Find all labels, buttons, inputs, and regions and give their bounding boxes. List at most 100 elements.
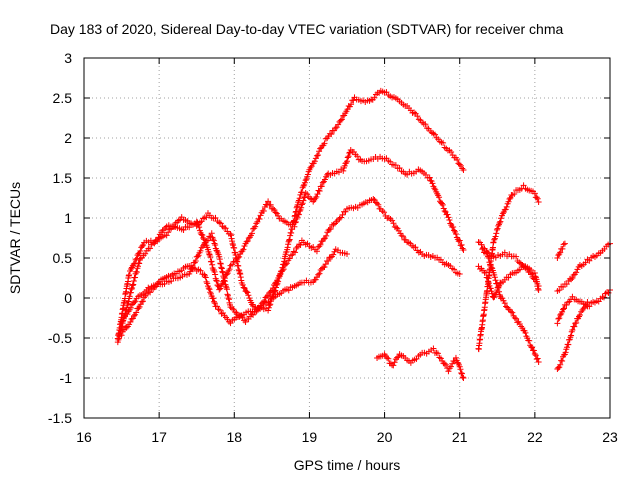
data-point-marker [560,305,567,312]
data-point-marker [565,341,572,348]
data-point-marker [230,242,237,249]
data-point-marker [132,298,139,305]
data-point-marker [129,284,136,291]
data-point-marker [511,314,518,321]
data-point-marker [218,264,225,271]
data-point-marker [204,237,211,244]
data-point-marker [192,258,199,265]
data-point-marker [456,271,463,277]
data-point-marker [220,274,227,281]
data-point-marker [555,315,562,322]
data-point-marker [119,323,126,330]
data-point-marker [212,214,219,221]
data-point-marker [213,277,220,284]
data-point-marker [495,284,502,291]
data-point-marker [446,216,453,223]
data-point-marker [317,241,324,248]
data-point-marker [535,285,542,292]
data-point-marker [217,260,224,267]
data-point-marker [236,253,243,260]
data-point-marker [292,249,299,256]
data-point-marker [457,242,464,249]
data-point-marker [573,269,580,276]
data-point-marker [447,363,454,370]
data-point-marker [212,242,219,249]
data-point-marker [580,305,587,312]
data-point-marker [300,182,307,189]
data-point-marker [433,349,440,356]
data-point-marker [460,247,467,253]
data-point-marker [400,233,407,240]
data-point-marker [223,286,230,293]
data-point-marker [506,196,513,203]
data-point-marker [431,185,438,192]
y-tick-label: -1 [60,370,73,386]
data-point-marker [456,237,463,244]
data-point-marker [223,284,230,291]
data-point-marker [327,254,334,261]
data-point-marker [313,193,320,200]
data-point-marker [458,370,465,377]
data-point-marker [381,209,388,216]
data-point-marker [487,285,494,292]
data-point-marker [299,200,306,207]
data-point-marker [196,224,203,231]
y-tick-label: 3 [64,50,72,66]
data-point-marker [392,162,399,169]
data-point-marker [583,302,590,309]
series-arc-4 [118,246,350,339]
data-point-marker [219,269,226,276]
data-point-marker [135,259,142,266]
data-point-marker [226,266,233,273]
data-point-marker [240,246,247,253]
data-point-marker [320,235,327,242]
data-point-marker [458,241,465,248]
data-point-marker [124,311,131,318]
data-point-marker [513,315,520,322]
data-point-marker [126,271,133,278]
data-point-marker [562,349,569,356]
data-point-marker [337,117,344,124]
data-point-marker [576,313,583,320]
data-point-marker [560,241,567,248]
data-point-marker [263,293,270,300]
data-point-marker [316,148,323,155]
data-point-marker [130,312,137,319]
data-point-marker [560,306,567,313]
data-point-marker [315,271,322,278]
data-point-marker [238,277,245,284]
y-tick-label: 1.5 [53,170,73,186]
data-point-marker [344,158,350,165]
data-point-marker [215,282,222,289]
data-point-marker [495,221,502,228]
data-point-marker [384,354,391,361]
data-point-marker [494,286,501,293]
data-point-marker [332,125,339,132]
data-point-marker [576,312,583,319]
data-point-marker [193,218,200,225]
data-point-marker [321,140,328,147]
data-point-marker [215,306,222,313]
data-point-marker [569,274,576,281]
data-point-marker [529,274,536,281]
data-point-marker [440,139,447,146]
data-point-marker [528,343,535,350]
data-point-marker [460,167,467,173]
data-point-marker [391,359,398,366]
data-point-marker [450,224,457,231]
data-point-marker [530,275,537,282]
data-point-marker [312,195,319,202]
data-point-marker [477,266,484,273]
data-point-marker [186,224,193,231]
data-point-marker [321,176,328,183]
data-point-marker [133,269,140,276]
data-point-marker [556,315,563,322]
data-point-marker [118,332,125,339]
data-point-marker [285,241,292,248]
data-point-marker [557,361,564,368]
data-point-marker [208,230,215,237]
data-point-marker [456,161,463,168]
data-point-marker [574,266,581,273]
data-point-marker [317,266,324,273]
